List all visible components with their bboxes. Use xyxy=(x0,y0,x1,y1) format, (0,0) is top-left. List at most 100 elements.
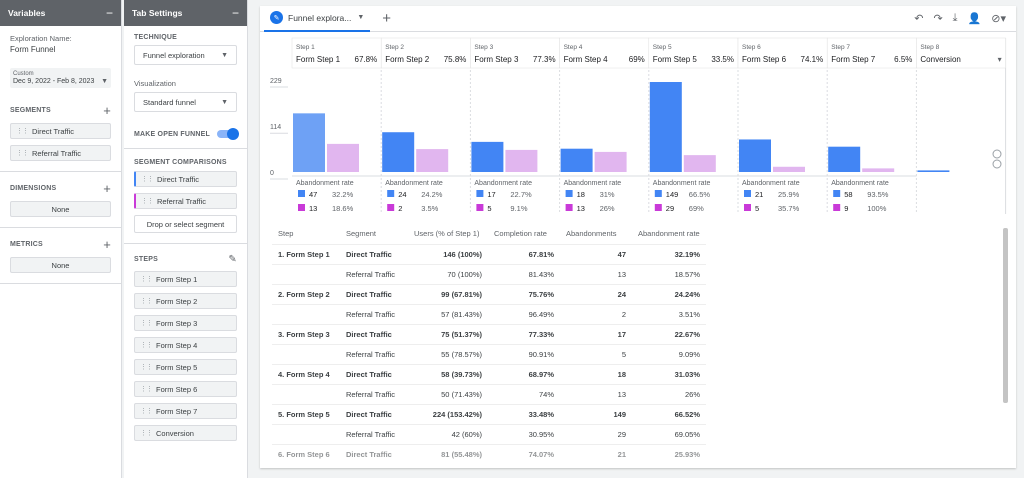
zoom-in-icon[interactable] xyxy=(992,149,1002,159)
step-chip[interactable]: ⋮⋮ Form Step 6 xyxy=(134,381,237,397)
drag-handle-icon[interactable]: ⋮⋮ xyxy=(140,276,153,283)
technique-label: TECHNIQUE xyxy=(134,34,178,41)
drag-handle-icon[interactable]: ⋮⋮ xyxy=(140,386,153,393)
undo-icon[interactable]: ↶ xyxy=(914,13,924,25)
segment-chip-referral[interactable]: ⋮⋮ Referral Traffic xyxy=(10,145,111,161)
table-cell: 3. Form Step 3 xyxy=(272,324,340,345)
step-name: Form Step 7 xyxy=(831,55,876,64)
technique-select[interactable]: Funnel exploration ▼ xyxy=(134,45,237,65)
abandonment-label: Abandonment rate xyxy=(296,180,354,187)
add-metric-icon[interactable]: + xyxy=(103,237,111,252)
step-chip[interactable]: ⋮⋮ Form Step 5 xyxy=(134,359,237,375)
drag-handle-icon[interactable]: ⋮⋮ xyxy=(141,176,154,183)
step-chip[interactable]: ⋮⋮ Form Step 2 xyxy=(134,293,237,309)
table-row[interactable]: 1. Form Step 1 Direct Traffic 146 (100%) 67… xyxy=(272,244,706,265)
dimensions-none[interactable]: None xyxy=(10,201,111,217)
table-cell: 75 (51.37%) xyxy=(408,324,488,345)
column-header[interactable]: Segment xyxy=(340,224,408,245)
table-row[interactable]: Referral Traffic 42 (60%) 30.95% 29 69.05% xyxy=(272,424,706,445)
drag-handle-icon[interactable]: ⋮⋮ xyxy=(140,342,153,349)
step-chip[interactable]: ⋮⋮ Form Step 4 xyxy=(134,337,237,353)
referral-abandonments: 13 xyxy=(309,204,317,213)
table-cell: 90.91% xyxy=(488,344,560,365)
abandonment-label: Abandonment rate xyxy=(653,180,711,187)
chevron-down-icon: ▼ xyxy=(101,78,108,85)
referral-abandonments: 9 xyxy=(844,204,848,213)
drag-handle-icon[interactable]: ⋮⋮ xyxy=(140,430,153,437)
segment-chip-direct[interactable]: ⋮⋮ Direct Traffic xyxy=(10,123,111,139)
step-chip[interactable]: ⋮⋮ Conversion xyxy=(134,425,237,441)
collapse-icon[interactable]: − xyxy=(231,6,239,20)
referral-abandon-rate: 26% xyxy=(600,204,615,213)
bar-direct xyxy=(917,170,950,172)
step-chip[interactable]: ⋮⋮ Form Step 3 xyxy=(134,315,237,331)
drop-segment-target[interactable]: Drop or select segment xyxy=(134,215,237,233)
check-circle-icon[interactable]: ⊘▾ xyxy=(991,13,1006,25)
add-tab-icon[interactable]: + xyxy=(382,10,392,27)
table-row[interactable]: 4. Form Step 4 Direct Traffic 58 (39.73%) 6… xyxy=(272,364,706,385)
drag-handle-icon[interactable]: ⋮⋮ xyxy=(140,298,153,305)
drag-handle-icon[interactable]: ⋮⋮ xyxy=(16,128,29,135)
bar-referral xyxy=(416,149,449,172)
table-row[interactable]: Referral Traffic 70 (100%) 81.43% 13 18.57% xyxy=(272,264,706,285)
column-header[interactable]: Abandonment rate xyxy=(632,224,706,245)
table-row[interactable]: 6. Form Step 6 Direct Traffic 81 (55.48%) 7… xyxy=(272,444,706,462)
table-row[interactable]: Referral Traffic 57 (81.43%) 96.49% 2 3.51% xyxy=(272,304,706,325)
table-row[interactable]: 5. Form Step 5 Direct Traffic 224 (153.42%… xyxy=(272,404,706,425)
step-header-cell xyxy=(291,37,382,69)
table-row[interactable]: Referral Traffic 50 (71.43%) 74% 13 26% xyxy=(272,384,706,405)
direct-abandon-rate: 32.2% xyxy=(332,190,354,199)
drag-handle-icon[interactable]: ⋮⋮ xyxy=(16,150,29,157)
referral-swatch xyxy=(833,204,841,211)
steps-section: STEPS ✎ xyxy=(134,254,237,265)
metrics-none[interactable]: None xyxy=(10,257,111,273)
table-row[interactable]: 2. Form Step 2 Direct Traffic 99 (67.81%) 7… xyxy=(272,284,706,305)
direct-swatch xyxy=(833,190,841,197)
step-tag: Step 1 xyxy=(296,44,315,51)
tab-funnel-exploration[interactable]: ✎ Funnel explora... ▼ xyxy=(264,6,371,32)
exploration-name-input[interactable]: Form Funnel xyxy=(10,45,56,54)
column-header[interactable]: Completion rate xyxy=(488,224,560,245)
add-segment-icon[interactable]: + xyxy=(103,103,111,118)
share-user-icon[interactable]: 👤 xyxy=(967,13,982,25)
referral-abandonments: 5 xyxy=(487,204,491,213)
pencil-icon[interactable]: ✎ xyxy=(228,254,237,265)
table-row[interactable]: 3. Form Step 3 Direct Traffic 75 (51.37%) 7… xyxy=(272,324,706,345)
bar-referral xyxy=(505,149,538,172)
drag-handle-icon[interactable]: ⋮⋮ xyxy=(140,408,153,415)
segments-section: SEGMENTS + xyxy=(10,104,111,117)
table-cell: 99 (67.81%) xyxy=(408,284,488,305)
table-cell: 32.19% xyxy=(632,244,706,265)
add-dimension-icon[interactable]: + xyxy=(103,181,111,196)
redo-icon[interactable]: ↷ xyxy=(933,13,943,25)
column-header[interactable]: Abandonments xyxy=(560,224,632,245)
zoom-out-icon[interactable] xyxy=(992,159,1002,169)
comparison-chip-direct[interactable]: ⋮⋮ Direct Traffic xyxy=(134,171,237,187)
direct-abandonments: 17 xyxy=(487,190,495,199)
table-row[interactable]: Referral Traffic 55 (78.57%) 90.91% 5 9.09% xyxy=(272,344,706,365)
open-funnel-toggle[interactable] xyxy=(217,128,239,140)
table-cell: 25.93% xyxy=(632,444,706,462)
column-header[interactable]: Users (% of Step 1) xyxy=(408,224,488,245)
comparison-chip-referral[interactable]: ⋮⋮ Referral Traffic xyxy=(134,193,237,209)
table-cell: Referral Traffic xyxy=(340,304,408,325)
drag-handle-icon[interactable]: ⋮⋮ xyxy=(141,198,154,205)
download-icon[interactable]: ⤓ xyxy=(952,12,958,24)
tab-bar: ✎ Funnel explora... ▼ + ↶ ↷ ⤓ 👤 ⊘▾ xyxy=(260,6,1016,32)
drag-handle-icon[interactable]: ⋮⋮ xyxy=(140,364,153,371)
scrollbar[interactable] xyxy=(1003,228,1008,403)
chevron-down-icon[interactable]: ▼ xyxy=(357,14,365,21)
step-chip[interactable]: ⋮⋮ Form Step 1 xyxy=(134,271,237,287)
table-cell: Direct Traffic xyxy=(340,244,408,265)
column-header[interactable]: Step xyxy=(272,224,340,245)
step-chip[interactable]: ⋮⋮ Form Step 7 xyxy=(134,403,237,419)
step-tag: Step 4 xyxy=(564,44,583,51)
date-range-picker[interactable]: Custom Dec 9, 2022 - Feb 8, 2023 ▼ xyxy=(10,68,111,88)
table-cell: 81 (55.48%) xyxy=(408,444,488,462)
referral-swatch xyxy=(744,204,751,211)
collapse-icon[interactable]: − xyxy=(105,6,113,20)
drag-handle-icon[interactable]: ⋮⋮ xyxy=(140,320,153,327)
exploration-name-label: Exploration Name: xyxy=(10,34,72,43)
visualization-select[interactable]: Standard funnel ▼ xyxy=(134,92,237,112)
